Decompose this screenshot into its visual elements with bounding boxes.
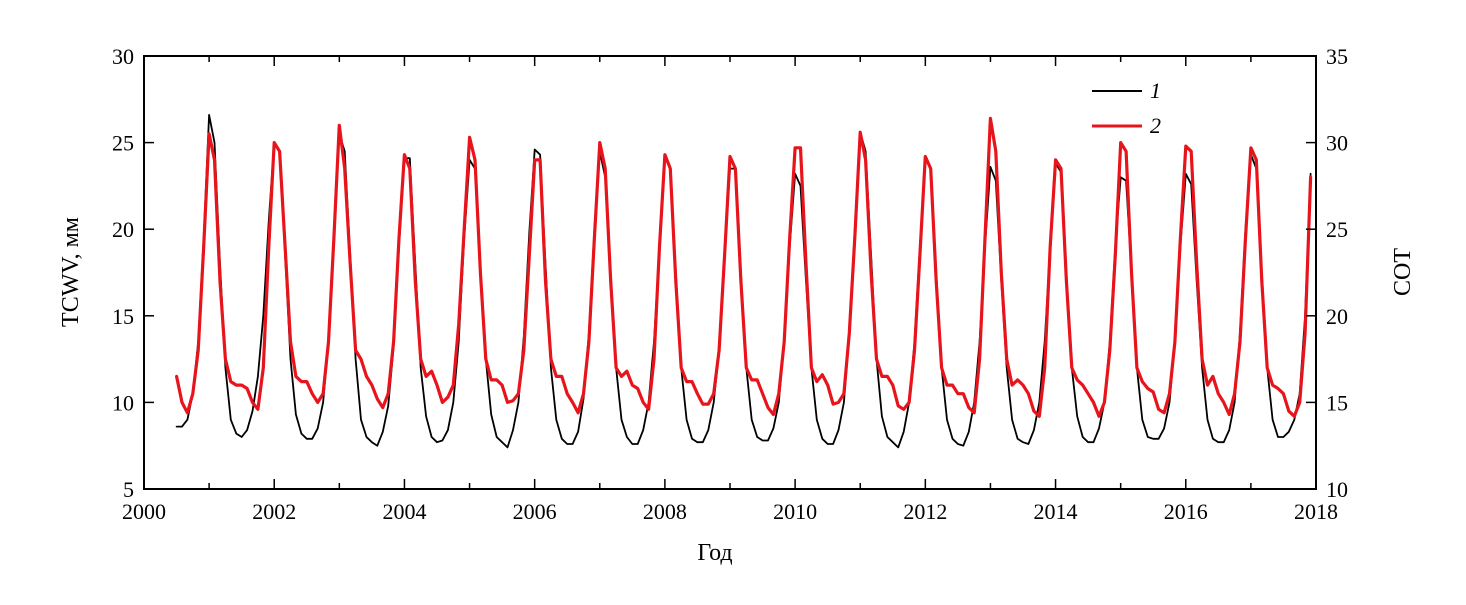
legend-label-2: 2 <box>1150 113 1161 138</box>
x-tick-label: 2002 <box>252 499 296 524</box>
x-tick-label: 2006 <box>513 499 557 524</box>
x-tick-label: 2018 <box>1294 499 1338 524</box>
y-tick-label-left: 5 <box>123 477 134 502</box>
legend-label-1: 1 <box>1150 78 1161 103</box>
y-tick-label-right: 10 <box>1326 477 1348 502</box>
y-tick-label-left: 20 <box>112 217 134 242</box>
y-tick-label-left: 25 <box>112 131 134 156</box>
y-tick-label-left: 30 <box>112 44 134 69</box>
x-tick-label: 2010 <box>773 499 817 524</box>
y-tick-label-left: 15 <box>112 304 134 329</box>
series-line-1 <box>175 114 1312 449</box>
x-tick-label: 2016 <box>1164 499 1208 524</box>
series-line-2 <box>175 116 1313 418</box>
series-group <box>175 114 1313 449</box>
x-tick-label: 2000 <box>122 499 166 524</box>
y-tick-label-right: 35 <box>1326 44 1348 69</box>
x-tick-label: 2004 <box>382 499 426 524</box>
plot-frame <box>143 55 1317 490</box>
x-tick-label: 2012 <box>903 499 947 524</box>
x-tick-label: 2014 <box>1034 499 1078 524</box>
y-tick-label-right: 20 <box>1326 304 1348 329</box>
legend: 1 2 <box>1092 78 1161 138</box>
y-tick-label-left: 10 <box>112 390 134 415</box>
y-axis-label-left: TCWV, мм <box>58 217 84 327</box>
ticks-group: 2000 2002 2004 2006 2008 2010 2012 2014 2016 2018… <box>112 44 1348 524</box>
y-tick-label-right: 25 <box>1326 217 1348 242</box>
y-tick-label-right: 30 <box>1326 131 1348 156</box>
x-tick-label: 2008 <box>643 499 687 524</box>
y-tick-label-right: 15 <box>1326 390 1348 415</box>
x-axis-label: Год <box>697 540 732 566</box>
y-axis-label-right: COT <box>1390 248 1416 296</box>
